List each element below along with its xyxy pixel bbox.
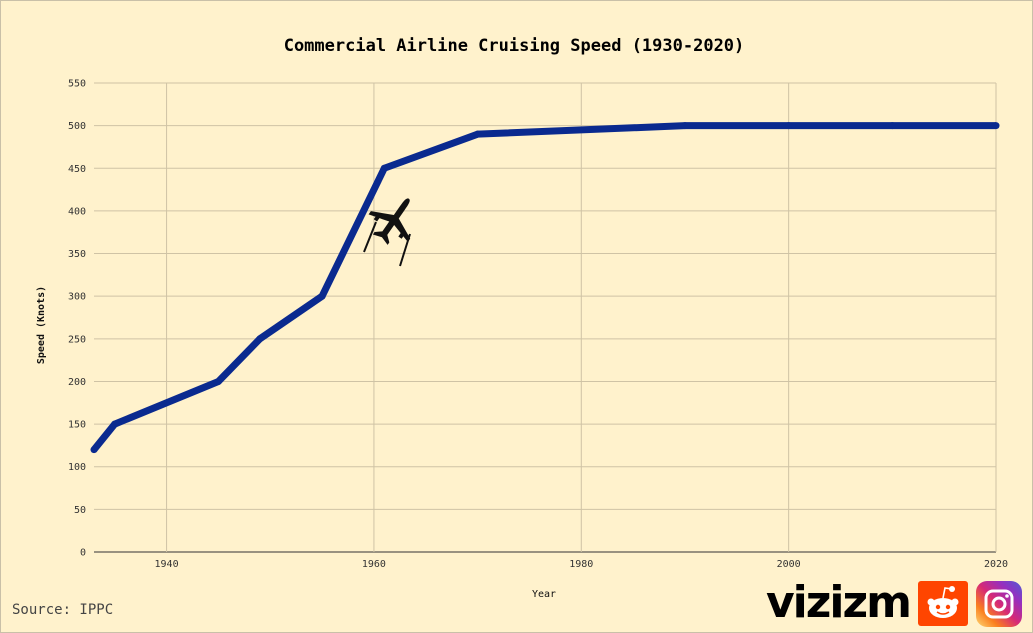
data-point [785,122,793,130]
series-group [90,122,1000,454]
gridlines [94,82,997,553]
speed-streak-left [363,221,377,253]
x-tick-label: 1940 [155,559,179,570]
x-tick-label: 2020 [984,559,1008,570]
x-tick-label: 1980 [569,559,593,570]
data-point [318,292,326,300]
y-tick-label: 350 [68,249,86,260]
source-note: Source: IPPC [12,602,114,618]
data-point [474,130,482,138]
y-axis-label: Speed (Knots) [36,286,47,364]
brand-logo: vizizm [766,577,912,628]
x-tick-labels: 1940 1960 1980 2000 2020 [155,559,1009,570]
y-tick-label: 550 [68,79,86,90]
y-tick-label: 50 [74,505,86,516]
y-tick-label: 400 [68,206,86,217]
airplane-icon [368,198,411,245]
y-tick-label: 450 [68,164,86,175]
y-tick-label: 300 [68,292,86,303]
data-point [681,122,689,130]
data-point [90,446,98,454]
y-tick-label: 250 [68,334,86,345]
series-line [91,122,996,452]
x-tick-label: 2000 [777,559,801,570]
x-tick-label: 1960 [362,559,386,570]
y-tick-label: 200 [68,377,86,388]
data-point [256,335,264,343]
speed-streak-right [399,233,411,267]
y-tick-label: 0 [80,548,86,559]
y-tick-label: 150 [68,420,86,431]
data-point [111,420,119,428]
data-point [992,122,1000,130]
y-tick-label: 500 [68,121,86,132]
data-point [888,122,896,130]
y-tick-labels: 0 50 100 150 200 250 300 350 400 450 500 550 [68,79,86,559]
y-tick-label: 100 [68,462,86,473]
chart-title: Commercial Airline Cruising Speed (1930-… [284,36,745,56]
data-point [214,377,222,385]
reddit-icon[interactable] [918,581,968,626]
data-point [380,164,388,172]
instagram-icon[interactable] [976,581,1022,627]
x-axis-label: Year [532,589,556,600]
